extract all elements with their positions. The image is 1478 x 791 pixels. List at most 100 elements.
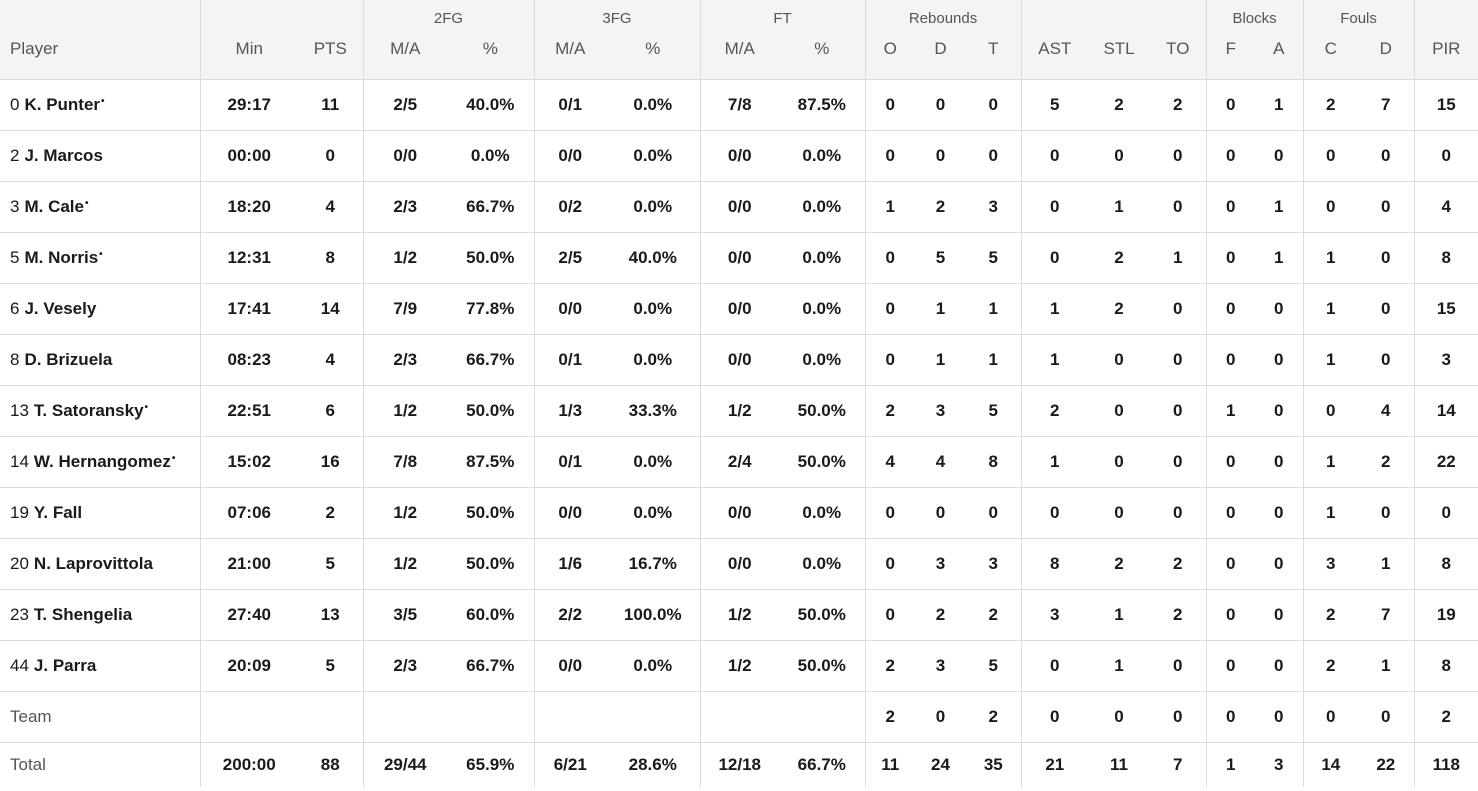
- player-name-link[interactable]: D. Brizuela: [24, 349, 113, 369]
- column-header-stl[interactable]: STL: [1088, 28, 1151, 80]
- stat-ast: 0: [1021, 181, 1089, 233]
- player-name-link[interactable]: K. Punter: [24, 94, 101, 114]
- player-cell[interactable]: 13 T. Satoransky•: [0, 385, 201, 437]
- stat-pir: 15: [1414, 283, 1478, 335]
- player-name-link[interactable]: T. Shengelia: [33, 604, 133, 624]
- stat-stl: 2: [1088, 538, 1151, 590]
- column-header-blk-a[interactable]: A: [1255, 28, 1304, 80]
- stat-ft-pct: 0.0%: [779, 487, 866, 539]
- stat-reb-o: 0: [865, 538, 916, 590]
- stat-fg3-ma: 0/0: [534, 283, 606, 335]
- stat-foul-d: 0: [1358, 487, 1415, 539]
- column-header-pts[interactable]: PTS: [298, 28, 364, 80]
- stat-min: 12:31: [200, 232, 298, 284]
- starter-marker-icon: •: [99, 248, 103, 260]
- total-label: Total: [0, 742, 201, 787]
- stat-fg2-ma: 1/2: [363, 538, 447, 590]
- player-name-link[interactable]: J. Parra: [33, 655, 97, 675]
- stat-reb-o: 0: [865, 334, 916, 386]
- player-name-link[interactable]: W. Hernangomez: [33, 451, 171, 471]
- column-header-player[interactable]: Player: [0, 28, 201, 80]
- column-header-reb-d[interactable]: D: [915, 28, 967, 80]
- player-cell[interactable]: 14 W. Hernangomez•: [0, 436, 201, 488]
- team-row: Team 2 0 2 0 0 0 0 0 0 0 2: [0, 691, 1478, 743]
- stat-fg2-pct: 0.0%: [447, 130, 535, 182]
- player-cell[interactable]: 44 J. Parra: [0, 640, 201, 692]
- column-header-2fg-pct[interactable]: %: [447, 28, 535, 80]
- stat-fg2-ma: 2/3: [363, 640, 447, 692]
- stat-blk-a: 1: [1255, 79, 1304, 131]
- player-cell[interactable]: 19 Y. Fall: [0, 487, 201, 539]
- stat-fg2-ma: [363, 691, 447, 743]
- group-header-fouls: Fouls: [1303, 0, 1415, 28]
- stat-blk-f: 0: [1206, 640, 1256, 692]
- player-name-link[interactable]: J. Marcos: [24, 145, 103, 165]
- stat-pir: 2: [1414, 691, 1478, 743]
- column-header-ft-pct[interactable]: %: [779, 28, 866, 80]
- stat-fg3-pct: [606, 691, 701, 743]
- starter-marker-icon: •: [171, 452, 176, 464]
- column-header-blk-f[interactable]: F: [1206, 28, 1256, 80]
- player-name-link[interactable]: J. Vesely: [24, 298, 97, 318]
- stat-pir: 8: [1414, 538, 1478, 590]
- column-header-3fg-pct[interactable]: %: [606, 28, 701, 80]
- stat-ft-pct: 66.7%: [779, 742, 866, 787]
- player-cell[interactable]: 3 M. Cale•: [0, 181, 201, 233]
- stat-blk-a: 0: [1255, 487, 1304, 539]
- column-header-to[interactable]: TO: [1150, 28, 1207, 80]
- player-number: 8: [10, 349, 20, 369]
- column-header-ast[interactable]: AST: [1021, 28, 1089, 80]
- player-cell[interactable]: 6 J. Vesely: [0, 283, 201, 335]
- stat-min: 17:41: [200, 283, 298, 335]
- stat-min: 07:06: [200, 487, 298, 539]
- player-name-link[interactable]: T. Satoransky: [33, 400, 144, 420]
- stat-blk-a: 3: [1255, 742, 1304, 787]
- column-header-ft-ma[interactable]: M/A: [700, 28, 779, 80]
- stat-blk-a: 0: [1255, 640, 1304, 692]
- player-number: 5: [10, 247, 20, 267]
- column-header-min[interactable]: Min: [200, 28, 298, 80]
- player-name-link[interactable]: Y. Fall: [33, 502, 83, 522]
- stat-reb-d: 0: [915, 79, 967, 131]
- column-header-foul-c[interactable]: C: [1303, 28, 1359, 80]
- player-cell[interactable]: 20 N. Laprovittola: [0, 538, 201, 590]
- table-row: 13 T. Satoransky• 22:51 6 1/2 50.0% 1/3 33.3% 1/…: [0, 385, 1478, 437]
- table-row: 8 D. Brizuela 08:23 4 2/3 66.7% 0/1 0.0% 0/0 0.0%…: [0, 334, 1478, 386]
- column-header-reb-o[interactable]: O: [865, 28, 916, 80]
- column-header-3fg-ma[interactable]: M/A: [534, 28, 606, 80]
- stat-pts: 2: [298, 487, 364, 539]
- player-name-link[interactable]: M. Norris: [24, 247, 99, 267]
- stat-fg2-pct: 50.0%: [447, 385, 535, 437]
- stat-reb-t: 35: [966, 742, 1022, 787]
- column-header-reb-t[interactable]: T: [966, 28, 1022, 80]
- stat-fg2-pct: 66.7%: [447, 640, 535, 692]
- player-name-link[interactable]: N. Laprovittola: [33, 553, 153, 573]
- player-cell[interactable]: 5 M. Norris•: [0, 232, 201, 284]
- column-header-2fg-ma[interactable]: M/A: [363, 28, 447, 80]
- total-row: Total 200:00 88 29/44 65.9% 6/21 28.6% 12/18 66.…: [0, 742, 1478, 787]
- stat-stl: 0: [1088, 487, 1151, 539]
- stat-to: 0: [1150, 385, 1207, 437]
- player-cell[interactable]: 2 J. Marcos: [0, 130, 201, 182]
- column-header-pir[interactable]: PIR: [1414, 28, 1478, 80]
- column-header-foul-d[interactable]: D: [1358, 28, 1415, 80]
- stat-blk-f: 0: [1206, 691, 1256, 743]
- stat-pts: 5: [298, 538, 364, 590]
- stat-min: 200:00: [222, 754, 276, 774]
- stat-reb-d: 5: [915, 232, 967, 284]
- stat-min: 08:23: [200, 334, 298, 386]
- player-cell[interactable]: 8 D. Brizuela: [0, 334, 201, 386]
- player-name-link[interactable]: M. Cale: [24, 196, 84, 216]
- table-row: 6 J. Vesely 17:41 14 7/9 77.8% 0/0 0.0% 0/0 0.0% 0…: [0, 283, 1478, 335]
- stat-foul-d: 0: [1358, 130, 1415, 182]
- stat-fg3-ma: 0/1: [534, 436, 606, 488]
- stat-reb-d: 24: [931, 754, 950, 774]
- stat-pir: 4: [1414, 181, 1478, 233]
- group-header-pts-blank: [298, 0, 364, 28]
- player-cell[interactable]: 23 T. Shengelia: [0, 589, 201, 641]
- stat-pts: 6: [298, 385, 364, 437]
- stat-foul-d: 0: [1358, 181, 1415, 233]
- player-number: 14: [10, 451, 29, 471]
- player-cell[interactable]: 0 K. Punter•: [0, 79, 201, 131]
- stat-stl: 0: [1088, 436, 1151, 488]
